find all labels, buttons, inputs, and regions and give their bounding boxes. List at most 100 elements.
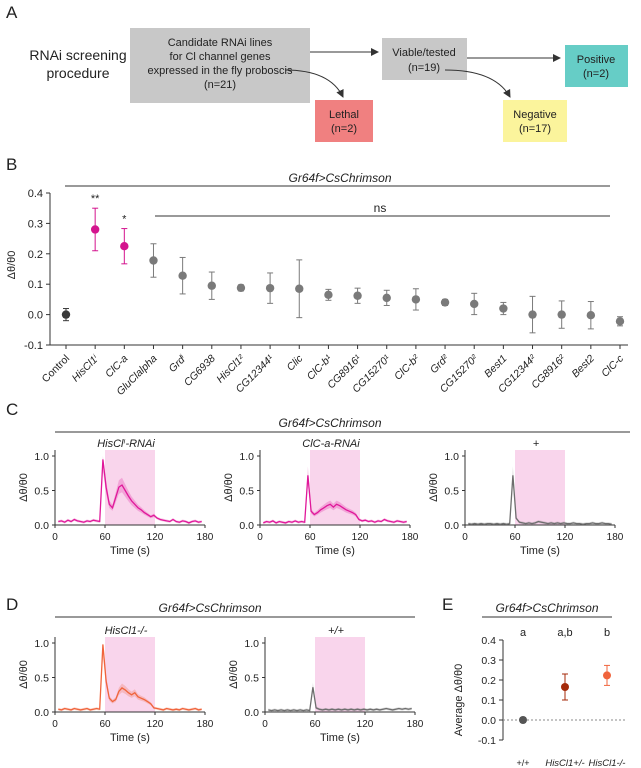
panel-e-letter: E xyxy=(442,595,453,614)
panel-a-letter: A xyxy=(6,3,18,22)
panel-b-point xyxy=(586,311,596,320)
trace-line xyxy=(268,687,412,712)
trace-ytick-label: 1.0 xyxy=(239,451,254,463)
trace-ylabel: Δθ/θ0 xyxy=(228,660,240,689)
viable-count: (n=19) xyxy=(408,62,440,74)
panel-d-title: Gr64f>CsChrimson xyxy=(158,601,261,615)
trace-xtick-label: 120 xyxy=(352,532,369,543)
trace-xtick-label: 60 xyxy=(509,532,521,543)
trace-plot: 0.0 0.5 1.0 0 60 120 180 Time (s) Δθ/θ0 HisClⁱ-RN… xyxy=(18,438,214,557)
panel-b-xtick-label: Grd² xyxy=(428,352,452,376)
negative-label: Negative xyxy=(513,109,556,121)
trace-xlabel: Time (s) xyxy=(320,732,360,744)
panel-b-point xyxy=(207,281,216,290)
panel-e-group-letter: b xyxy=(604,627,610,639)
panel-b-xtick-label: Clic xyxy=(285,352,306,373)
panel-b-point xyxy=(295,284,304,293)
trace-ytick-label: 0.0 xyxy=(244,707,259,719)
panel-e-point xyxy=(519,716,527,724)
panel-b-ylabel: Δθ/θ0 xyxy=(6,251,18,280)
trace-ylabel: Δθ/θ0 xyxy=(428,473,440,502)
panel-b-title: Gr64f>CsChrimson xyxy=(288,171,391,185)
panel-b-significance: ** xyxy=(91,193,100,205)
trace-line xyxy=(58,459,202,524)
trace-ylabel: Δθ/θ0 xyxy=(223,473,235,502)
panel-c-title: Gr64f>CsChrimson xyxy=(278,416,381,430)
panel-e-xtick-label: HisCl1-/- xyxy=(589,758,626,768)
panel-b-ytick-label: -0.1 xyxy=(24,340,43,352)
panel-b-marks: *** xyxy=(61,193,625,334)
panel-b-ytick-label: 0.1 xyxy=(28,279,43,291)
stimulation-window xyxy=(315,637,365,712)
candidate-line-4: (n=21) xyxy=(204,79,236,91)
positive-label: Positive xyxy=(577,54,616,66)
panel-b-significance: * xyxy=(122,214,127,226)
trace-xtick-label: 180 xyxy=(197,719,214,730)
panel-b-point xyxy=(615,317,625,326)
trace-title: HisClⁱ-RNAi xyxy=(97,438,155,450)
panel-b-point xyxy=(470,299,479,309)
panel-b-point xyxy=(61,310,71,319)
panel-e-ytick-label: 0.4 xyxy=(481,635,496,647)
trace-plot: 0.0 0.5 1.0 0 60 120 180 Time (s) Δθ/θ0 + xyxy=(428,438,624,557)
trace-xtick-label: 0 xyxy=(52,719,58,730)
panel-c: C Gr64f>CsChrimson 0.0 0.5 1.0 0 60 120 180 Tim… xyxy=(6,400,630,557)
panel-b-xtick-label: HisCl1ⁱ xyxy=(70,353,102,385)
trace-xtick-label: 120 xyxy=(147,532,164,543)
panel-b-point xyxy=(120,242,129,251)
trace-ytick-label: 0.5 xyxy=(444,486,459,498)
panel-b-point xyxy=(411,295,421,304)
viable-label: Viable/tested xyxy=(392,47,455,59)
panel-b-point xyxy=(90,225,100,234)
trace-xtick-label: 0 xyxy=(462,532,468,543)
stimulation-window xyxy=(105,450,155,525)
trace-xlabel: Time (s) xyxy=(110,545,150,557)
trace-ytick-label: 1.0 xyxy=(34,451,49,463)
lethal-count: (n=2) xyxy=(331,123,357,135)
stimulation-window xyxy=(105,637,155,712)
panel-b-xtick-label: Grdⁱ xyxy=(167,353,189,375)
lethal-label: Lethal xyxy=(329,109,359,121)
trace-title: +/+ xyxy=(328,625,344,637)
trace-ytick-label: 0.5 xyxy=(244,673,259,685)
trace-xlabel: Time (s) xyxy=(110,732,150,744)
negative-box xyxy=(503,100,567,142)
panel-b-point xyxy=(528,310,537,319)
trace-plot: 0.0 0.5 1.0 0 60 120 180 Time (s) Δθ/θ0 +/+ xyxy=(228,625,424,744)
positive-count: (n=2) xyxy=(583,68,609,80)
panel-b-ytick-label: 0.0 xyxy=(28,310,43,322)
candidate-line-1: Candidate RNAi lines xyxy=(168,37,273,49)
trace-xtick-label: 0 xyxy=(257,532,263,543)
trace-xtick-label: 180 xyxy=(402,532,419,543)
trace-xtick-label: 0 xyxy=(52,532,58,543)
trace-xtick-label: 60 xyxy=(304,532,316,543)
trace-ytick-label: 1.0 xyxy=(34,638,49,650)
trace-ytick-label: 0.0 xyxy=(444,520,459,532)
trace-ytick-label: 0.0 xyxy=(34,707,49,719)
trace-ytick-label: 0.0 xyxy=(239,520,254,532)
candidate-box xyxy=(130,28,310,103)
panel-b-point xyxy=(499,304,508,313)
candidate-line-2: for Cl channel genes xyxy=(170,51,271,63)
panel-b: B Gr64f>CsChrimson ns Δθ/θ0 0.4 0.3 0.2 0.1… xyxy=(6,155,628,398)
panel-e-group-letter: a,b xyxy=(557,627,572,639)
panel-b-ytick-label: 0.2 xyxy=(28,249,43,261)
procedure-label-1: RNAi screening xyxy=(29,47,126,63)
panel-b-xtick-label: Best1 xyxy=(482,353,509,380)
trace-xtick-label: 0 xyxy=(262,719,268,730)
panel-b-point xyxy=(353,291,362,300)
trace-title: ClC-a-RNAi xyxy=(302,438,360,450)
trace-ytick-label: 1.0 xyxy=(244,638,259,650)
lethal-box xyxy=(315,100,373,142)
panel-a: A RNAi screening procedure Candidate RNA… xyxy=(6,3,628,142)
panel-e-ytick-label: -0.1 xyxy=(478,735,496,747)
trace-xtick-label: 180 xyxy=(197,532,214,543)
stimulation-window xyxy=(515,450,565,525)
trace-plot: 0.0 0.5 1.0 0 60 120 180 Time (s) Δθ/θ0 ClC-a-RNA… xyxy=(223,438,419,557)
panel-e-point xyxy=(603,671,611,680)
trace-xtick-label: 60 xyxy=(99,532,111,543)
viable-box xyxy=(382,38,467,80)
trace-xtick-label: 120 xyxy=(557,532,574,543)
trace-line xyxy=(263,475,407,524)
